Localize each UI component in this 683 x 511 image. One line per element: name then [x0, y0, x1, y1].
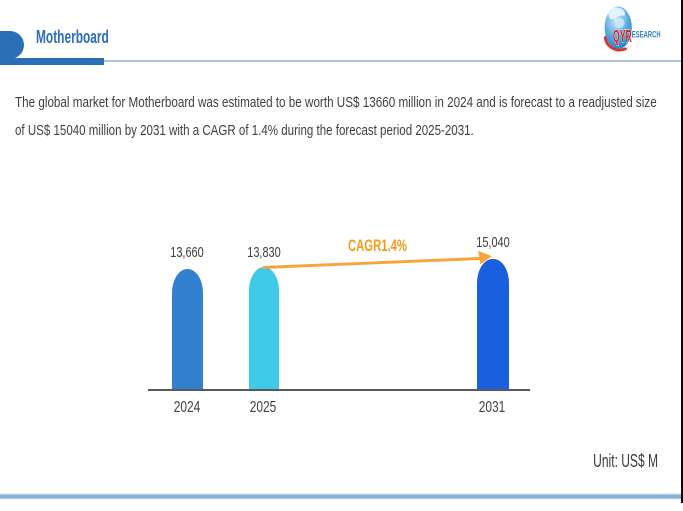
svg-text:ESEARCH: ESEARCH — [632, 29, 661, 40]
svg-text:QYR: QYR — [613, 26, 632, 46]
